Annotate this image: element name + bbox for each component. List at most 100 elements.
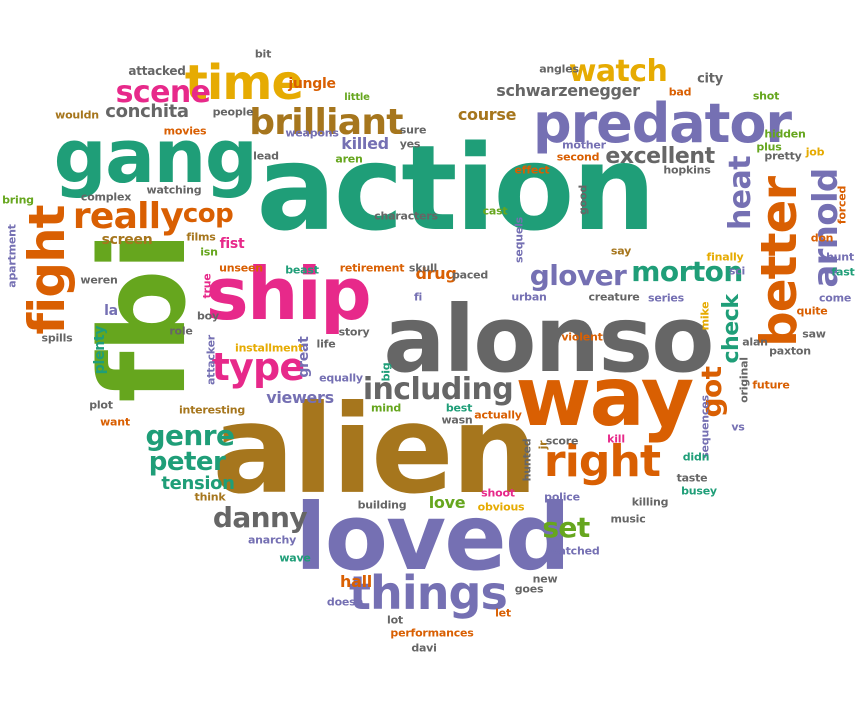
word-time: time (184, 55, 304, 111)
word-new: new (532, 572, 558, 586)
word-wasn: wasn (441, 413, 473, 427)
word-want: want (100, 415, 130, 429)
word-creature: creature (588, 290, 640, 304)
word-fight: fight (18, 205, 76, 335)
word-beast: beast (285, 263, 319, 277)
word-quite: quite (796, 304, 828, 318)
word-alan: alan (742, 335, 768, 349)
word-score: score (545, 434, 579, 448)
word-come: come (818, 291, 852, 305)
word-finally: finally (706, 250, 744, 264)
word-alien: alien (212, 379, 538, 521)
word-mind: mind (370, 401, 402, 415)
word-watch: watch (568, 54, 668, 89)
word-taste: taste (676, 471, 708, 485)
word-danny: danny (212, 501, 308, 534)
word-hopkins: hopkins (663, 163, 711, 177)
word-people: people (212, 105, 254, 119)
word-right: right (543, 436, 661, 487)
word-sci: sci (728, 264, 746, 278)
word-fast: fast (831, 265, 855, 279)
word-aren: aren (335, 152, 363, 166)
word-apartment: apartment (5, 224, 19, 288)
word-paced: paced (451, 268, 489, 282)
word-heat: heat (723, 156, 758, 230)
word-think: think (194, 490, 226, 504)
word-performances: performances (390, 626, 474, 640)
word-music: music (610, 512, 646, 526)
word-obvious: obvious (477, 500, 525, 514)
word-watched: watched (548, 544, 600, 558)
word-interesting: interesting (178, 403, 246, 417)
word-series: series (648, 291, 684, 305)
word-building: building (357, 498, 407, 512)
word-vs: vs (731, 420, 745, 434)
word-angles: angles (539, 62, 579, 76)
word-wave: wave (279, 551, 311, 565)
word-lead: lead (253, 149, 279, 163)
word-skull: skull (408, 261, 438, 275)
word-equally: equally (319, 371, 363, 385)
word-davi: davi (411, 641, 437, 655)
word-police: police (544, 490, 580, 504)
word-scene: scene (115, 75, 211, 110)
word-fbi: fbi (74, 233, 212, 403)
word-best: best (445, 401, 473, 415)
word-role: role (169, 324, 193, 338)
word-set: set (542, 511, 590, 544)
word-schwarzenegger: schwarzenegger (496, 81, 640, 100)
word-better: better (750, 176, 808, 348)
word-original: original (737, 357, 751, 403)
word-effect: effect (514, 163, 550, 177)
word-little: little (344, 92, 370, 103)
word-characters: characters (374, 209, 438, 223)
word-fist: fist (219, 236, 245, 252)
word-attacked: attacked (128, 64, 186, 78)
word-wouldn: wouldn (55, 108, 99, 122)
word-story: story (338, 325, 370, 339)
word-hidden: hidden (764, 127, 806, 141)
word-urban: urban (511, 290, 547, 304)
word-let: let (495, 606, 511, 620)
word-forced: forced (835, 185, 849, 225)
word-shot: shot (752, 89, 780, 103)
word-fi: fi (413, 290, 423, 304)
word-alonso: alonso (383, 286, 714, 393)
word-big: big (379, 362, 393, 382)
word-hunt: hunt (826, 250, 854, 264)
word-isn: isn (200, 245, 218, 259)
word-complex: complex (80, 190, 132, 204)
word-love: love (428, 493, 466, 512)
word-true: true (200, 273, 214, 299)
word-morton: morton (631, 255, 743, 288)
word-unseen: unseen (219, 261, 263, 275)
word-weren: weren (80, 273, 118, 287)
word-bad: bad (668, 85, 692, 99)
word-good: good (576, 185, 590, 215)
word-mother: mother (562, 138, 606, 152)
word-things: things (348, 566, 508, 620)
word-ship: ship (205, 252, 372, 336)
word-doesn: doesn (326, 595, 364, 609)
word-boy: boy (197, 309, 219, 323)
word-action: action (256, 119, 656, 257)
word-city: city (697, 71, 723, 87)
word-hunted: hunted (520, 438, 534, 482)
word-sequences: sequences (698, 395, 712, 459)
word-job: job (805, 145, 825, 159)
word-killing: killing (631, 495, 669, 509)
word-attacker: attacker (204, 334, 218, 386)
word-loved: loved (295, 484, 571, 591)
word-installment: installment (235, 341, 303, 355)
word-weapons: weapons (285, 126, 339, 140)
word-including: including (362, 372, 514, 407)
word-yes: yes (399, 137, 421, 151)
word-glover: glover (529, 259, 627, 292)
word-future: future (752, 378, 790, 392)
word-say: say (610, 244, 632, 258)
word-films: films (186, 230, 216, 244)
word-type: type (211, 345, 306, 389)
word-genre: genre (145, 419, 236, 452)
word-gang: gang (53, 114, 258, 200)
word-la: la (104, 303, 118, 319)
